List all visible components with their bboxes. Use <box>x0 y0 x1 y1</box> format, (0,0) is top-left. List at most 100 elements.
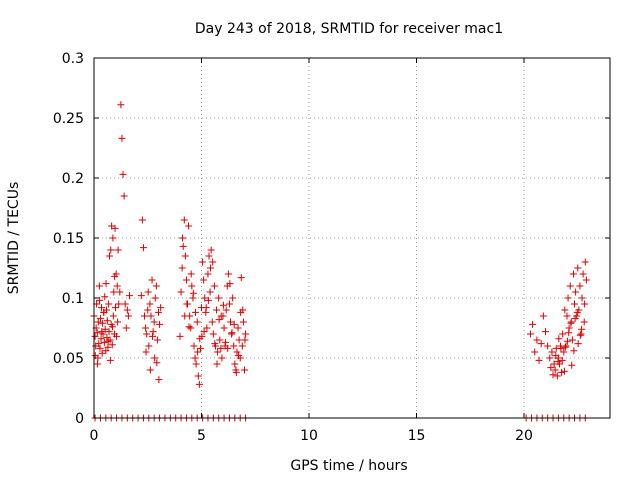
data-point <box>120 192 128 200</box>
data-point <box>224 344 232 352</box>
data-point <box>139 244 147 252</box>
data-point <box>178 264 186 272</box>
data-point <box>95 282 103 290</box>
data-point <box>155 308 162 316</box>
data-point <box>106 356 114 364</box>
data-point <box>226 280 234 288</box>
data-point <box>554 358 562 366</box>
data-point <box>182 276 190 284</box>
data-point <box>113 332 121 340</box>
data-point <box>222 338 230 346</box>
data-point <box>112 304 119 312</box>
data-point <box>535 356 543 364</box>
data-point <box>111 272 119 280</box>
data-point <box>233 348 241 356</box>
data-point <box>123 306 131 314</box>
data-point <box>101 293 109 301</box>
data-point <box>214 348 222 356</box>
data-point <box>179 234 187 242</box>
data-point <box>533 336 541 344</box>
data-point <box>102 347 110 355</box>
data-point <box>565 329 573 337</box>
data-point <box>207 264 215 272</box>
data-point <box>94 318 102 326</box>
data-point <box>537 340 545 348</box>
data-point <box>110 288 118 296</box>
data-point <box>146 300 154 308</box>
data-point <box>105 300 113 308</box>
data-point <box>228 329 236 337</box>
data-point <box>578 294 586 302</box>
axis-ticks: 0 5 10 15 20 0 0.05 0.1 0.15 0.2 0.25 0.3 <box>53 51 610 444</box>
data-point <box>141 312 149 320</box>
x-axis-label: GPS time / hours <box>290 458 407 474</box>
data-point <box>152 282 160 290</box>
data-point <box>557 344 565 352</box>
data-point <box>121 300 129 308</box>
data-point <box>117 101 125 109</box>
data-point <box>114 246 122 254</box>
data-point <box>544 342 552 350</box>
y-tick-label: 0.1 <box>62 291 84 307</box>
data-point <box>115 300 123 308</box>
data-point <box>122 324 130 332</box>
data-point <box>142 324 150 332</box>
data-point <box>149 328 157 336</box>
data-point <box>203 324 211 332</box>
data-point <box>581 300 589 308</box>
data-point <box>238 342 246 350</box>
data-point <box>96 314 104 322</box>
data-point <box>99 319 107 327</box>
data-point <box>577 330 585 338</box>
data-point <box>561 306 569 314</box>
data-point <box>219 301 227 309</box>
data-point <box>189 289 197 297</box>
data-point <box>118 134 126 142</box>
data-point <box>109 234 117 242</box>
data-point <box>568 361 576 369</box>
data-point <box>572 288 580 296</box>
data-point <box>529 320 537 328</box>
data-point <box>558 356 566 364</box>
data-point <box>177 288 185 296</box>
data-point <box>188 282 196 290</box>
data-point <box>183 300 191 308</box>
data-point <box>567 319 575 327</box>
data-point <box>569 270 577 278</box>
data-point <box>220 324 228 332</box>
data-point <box>206 288 214 296</box>
data-point <box>579 270 587 278</box>
data-point <box>581 258 589 266</box>
data-point <box>239 318 247 326</box>
data-point <box>96 344 104 352</box>
data-point <box>222 306 230 314</box>
data-point <box>208 318 216 326</box>
scatter-points <box>90 101 590 422</box>
data-point <box>215 316 223 324</box>
data-point <box>230 320 238 328</box>
data-point <box>570 347 578 355</box>
data-point <box>241 336 249 344</box>
data-point <box>103 317 111 325</box>
data-point <box>576 282 584 290</box>
data-point <box>205 252 213 260</box>
data-point <box>568 336 576 344</box>
data-point <box>560 348 568 356</box>
y-axis-label: SRMTID / TECUs <box>6 182 22 295</box>
data-point <box>232 368 240 376</box>
data-point <box>145 342 153 350</box>
data-point <box>225 300 233 308</box>
data-point <box>98 349 106 357</box>
data-point <box>98 304 106 312</box>
data-point <box>176 332 184 340</box>
data-point <box>190 342 198 350</box>
data-point <box>242 330 250 338</box>
data-point <box>555 335 563 343</box>
data-point <box>114 318 122 326</box>
data-point <box>562 342 570 350</box>
data-point <box>209 258 217 266</box>
data-point <box>195 380 203 388</box>
data-point <box>196 344 204 352</box>
data-point <box>576 331 584 339</box>
